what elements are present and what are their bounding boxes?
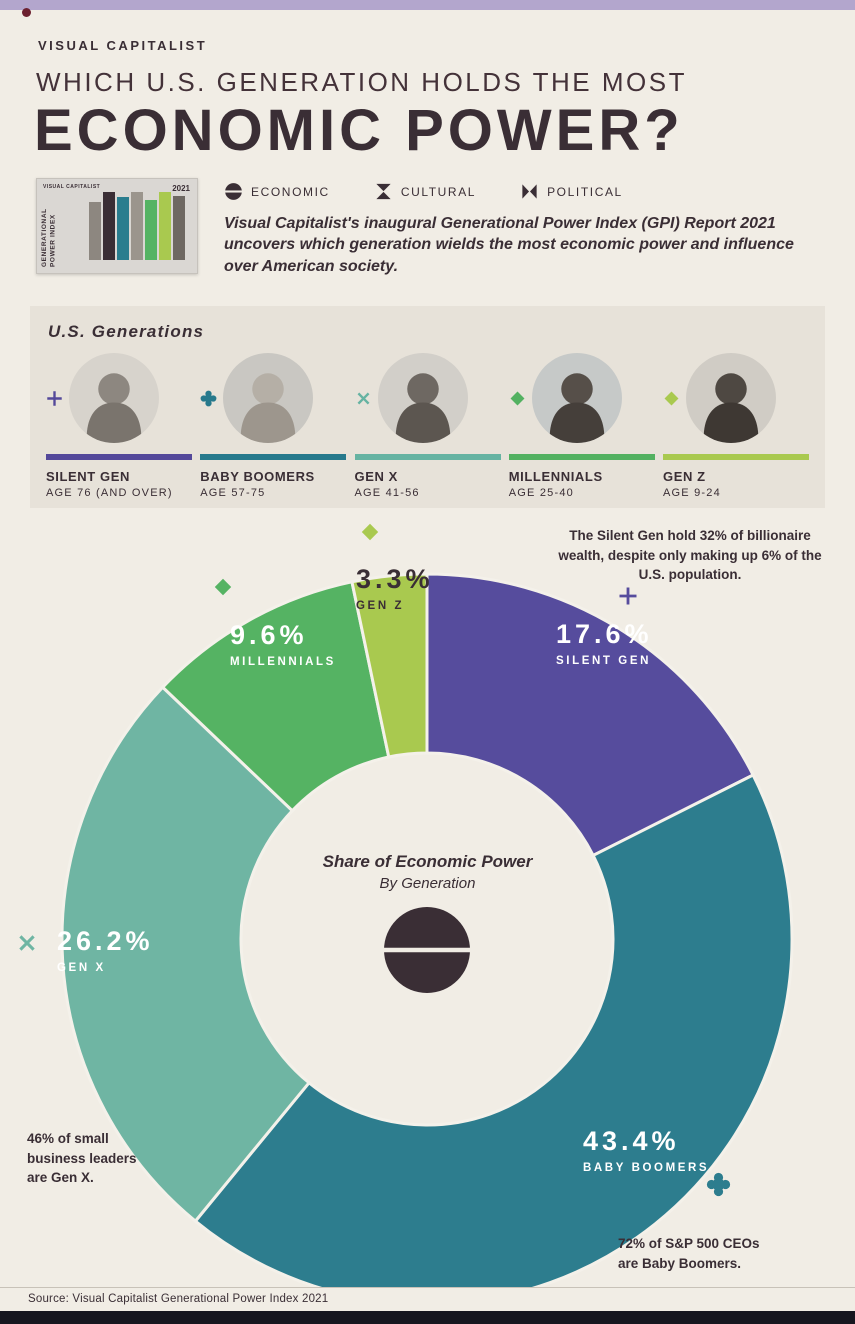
donut-slice-baby-boomers xyxy=(193,772,794,1296)
chart-center-label: Share of Economic Power By Generation xyxy=(0,852,855,892)
generation-color-bar xyxy=(200,454,347,460)
intro-right: ECONOMIC CULTURAL POLITICAL Visual Capital… xyxy=(224,178,819,280)
generation-age: AGE 41-56 xyxy=(354,487,420,499)
bottom-border xyxy=(0,1311,855,1324)
legend-label: POLITICAL xyxy=(547,184,623,199)
portrait-gen-x xyxy=(377,353,468,443)
generations-panel-title: U.S. Generations xyxy=(48,322,205,341)
annotation-silent-gen: The Silent Gen hold 32% of billionaire w… xyxy=(558,528,822,583)
economic-icon xyxy=(224,182,243,201)
top-border xyxy=(0,0,855,17)
intro-description: Visual Capitalist's inaugural Generation… xyxy=(224,215,794,275)
portrait-millennials xyxy=(531,353,622,443)
generation-portrait-row xyxy=(509,352,655,444)
cover-brand: VISUAL CAPITALIST xyxy=(43,184,101,190)
slice-value: 3.3% xyxy=(356,564,434,594)
slice-value: 26.2% xyxy=(57,926,154,956)
legend-item-political: POLITICAL xyxy=(520,182,623,201)
generation-name: GEN X xyxy=(354,469,398,484)
slice-value: 17.6% xyxy=(556,619,653,649)
diamond-icon xyxy=(509,390,526,407)
donut-chart-area: Share of Economic Power By Generation Th… xyxy=(0,514,855,1296)
donut-chart xyxy=(60,572,794,1296)
generation-age: AGE 57-75 xyxy=(200,487,266,499)
slice-label-baby-boomers: 43.4% BABY BOOMERS xyxy=(583,1126,709,1174)
cover-collage xyxy=(89,192,185,260)
diamond-icon xyxy=(663,390,680,407)
clover-icon-baby-boomers xyxy=(706,1172,731,1197)
annotation-gen-x: 46% of small business leaders are Gen X. xyxy=(27,1131,137,1186)
slice-name: GEN X xyxy=(57,962,106,974)
slice-label-gen-z: 3.3% GEN Z xyxy=(356,564,434,612)
title-line-2: ECONOMIC POWER? xyxy=(34,98,684,163)
portrait-baby-boomers xyxy=(223,353,314,443)
slice-name: SILENT GEN xyxy=(556,655,652,667)
generation-color-bar xyxy=(354,454,501,460)
generation-portrait-row xyxy=(200,352,346,444)
slice-value: 9.6% xyxy=(230,620,308,650)
report-cover-thumbnail: VISUAL CAPITALIST 2021 GENERATIONAL POWE… xyxy=(36,178,198,274)
corner-dot xyxy=(22,8,31,17)
political-icon xyxy=(520,182,539,201)
generation-card-silent-gen: SILENT GEN AGE 76 (AND OVER) xyxy=(46,352,192,499)
power-type-legend: ECONOMIC CULTURAL POLITICAL xyxy=(224,182,819,201)
generation-card-gen-z: GEN Z AGE 9-24 xyxy=(663,352,809,499)
brand: VISUAL CAPITALIST xyxy=(38,38,208,53)
slice-name: BABY BOOMERS xyxy=(583,1162,710,1174)
intro-row: VISUAL CAPITALIST 2021 GENERATIONAL POWE… xyxy=(36,178,819,280)
portrait-gen-z xyxy=(686,353,776,443)
generation-portrait-row xyxy=(46,352,192,444)
generations-panel: U.S. Generations SILENT GEN AGE 76 (AND O… xyxy=(30,306,825,508)
generation-age: AGE 25-40 xyxy=(508,487,574,499)
cover-title: GENERATIONAL POWER INDEX xyxy=(41,208,57,267)
generation-portrait-row xyxy=(663,352,809,444)
title-line-1: WHICH U.S. GENERATION HOLDS THE MOST xyxy=(36,67,687,97)
slice-name: MILLENNIALS xyxy=(230,656,336,668)
cultural-icon xyxy=(374,182,393,201)
slice-label-millennials: 9.6% MILLENNIALS xyxy=(230,620,336,668)
chart-title: Share of Economic Power xyxy=(322,852,533,871)
generations-row: SILENT GEN AGE 76 (AND OVER) BABY BOOMERS A… xyxy=(46,352,809,499)
source-line: Source: Visual Capitalist Generational P… xyxy=(28,1293,329,1305)
footer: Source: Visual Capitalist Generational P… xyxy=(0,1287,855,1311)
legend-label: CULTURAL xyxy=(400,184,477,199)
generation-name: BABY BOOMERS xyxy=(200,469,315,484)
cover-year: 2021 xyxy=(172,184,190,193)
legend-label: ECONOMIC xyxy=(251,184,330,199)
donut-slice-silent-gen xyxy=(425,572,756,858)
plus-icon xyxy=(46,390,63,407)
slice-name: GEN Z xyxy=(356,600,405,612)
content: VISUAL CAPITALIST WHICH U.S. GENERATION … xyxy=(0,38,855,1296)
generation-portrait-row xyxy=(355,352,501,444)
legend-item-economic: ECONOMIC xyxy=(224,182,330,201)
donut-slice-gen-x xyxy=(60,685,312,1224)
x-cross-icon-gen-x xyxy=(16,932,38,954)
generation-age: AGE 9-24 xyxy=(663,487,721,499)
plus-icon-silent-gen xyxy=(618,586,638,606)
generation-card-millennials: MILLENNIALS AGE 25-40 xyxy=(508,352,655,499)
slice-label-gen-x: 26.2% GEN X xyxy=(57,926,154,974)
generation-name: SILENT GEN xyxy=(46,469,131,484)
generation-color-bar xyxy=(663,454,809,460)
portrait-silent-gen xyxy=(69,353,159,443)
slice-value: 43.4% xyxy=(583,1126,680,1156)
annotation-baby-boomers: 72% of S&P 500 CEOs are Baby Boomers. xyxy=(618,1236,760,1271)
generation-name: MILLENNIALS xyxy=(508,469,603,484)
x-cross-icon xyxy=(355,390,372,407)
generation-card-gen-x: GEN X AGE 41-56 xyxy=(354,352,501,499)
generation-age: AGE 76 (AND OVER) xyxy=(46,487,173,499)
diamond-icon-gen-z xyxy=(360,522,380,542)
donut-slice-gen-z xyxy=(350,572,429,759)
generation-color-bar xyxy=(508,454,655,460)
legend-item-cultural: CULTURAL xyxy=(374,182,476,201)
slice-label-silent-gen: 17.6% SILENT GEN xyxy=(556,619,653,667)
chart-subtitle: By Generation xyxy=(379,875,476,892)
generation-card-baby-boomers: BABY BOOMERS AGE 57-75 xyxy=(200,352,347,499)
generation-name: GEN Z xyxy=(663,469,706,484)
generation-color-bar xyxy=(46,454,192,460)
diamond-icon-millennials xyxy=(213,577,233,597)
clover-icon xyxy=(200,390,217,407)
